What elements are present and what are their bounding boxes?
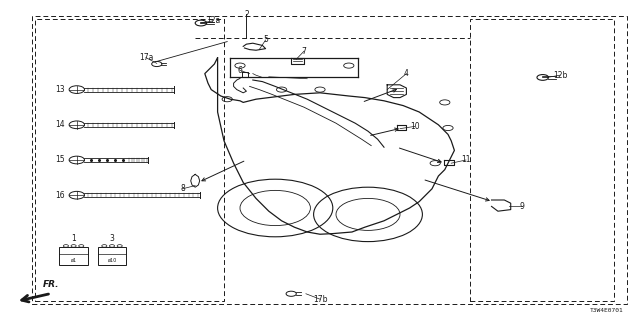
Text: 1: 1 xyxy=(71,234,76,243)
Bar xyxy=(60,247,88,265)
Text: 7: 7 xyxy=(301,47,307,56)
Text: 8: 8 xyxy=(180,184,185,193)
Text: 10: 10 xyxy=(410,122,420,131)
Text: ø10: ø10 xyxy=(108,257,116,262)
Text: 15: 15 xyxy=(56,156,65,164)
Bar xyxy=(470,19,614,301)
Text: 17a: 17a xyxy=(139,53,153,62)
Text: 13: 13 xyxy=(56,85,65,94)
Text: 3: 3 xyxy=(109,234,115,243)
Bar xyxy=(97,247,127,265)
Text: 16: 16 xyxy=(56,191,65,200)
Text: 12a: 12a xyxy=(206,16,220,25)
Bar xyxy=(35,19,224,301)
Text: 5: 5 xyxy=(263,36,268,44)
Text: T3W4E0701: T3W4E0701 xyxy=(590,308,624,313)
Text: 4: 4 xyxy=(404,69,409,78)
Text: ø1: ø1 xyxy=(70,257,77,262)
Text: 2: 2 xyxy=(244,10,249,19)
Text: 12b: 12b xyxy=(553,71,567,80)
Text: 9: 9 xyxy=(519,202,524,211)
Text: 17b: 17b xyxy=(313,295,327,304)
Text: 11: 11 xyxy=(461,156,470,164)
Text: 6: 6 xyxy=(237,66,243,75)
Text: FR.: FR. xyxy=(43,280,60,289)
Text: 14: 14 xyxy=(56,120,65,129)
